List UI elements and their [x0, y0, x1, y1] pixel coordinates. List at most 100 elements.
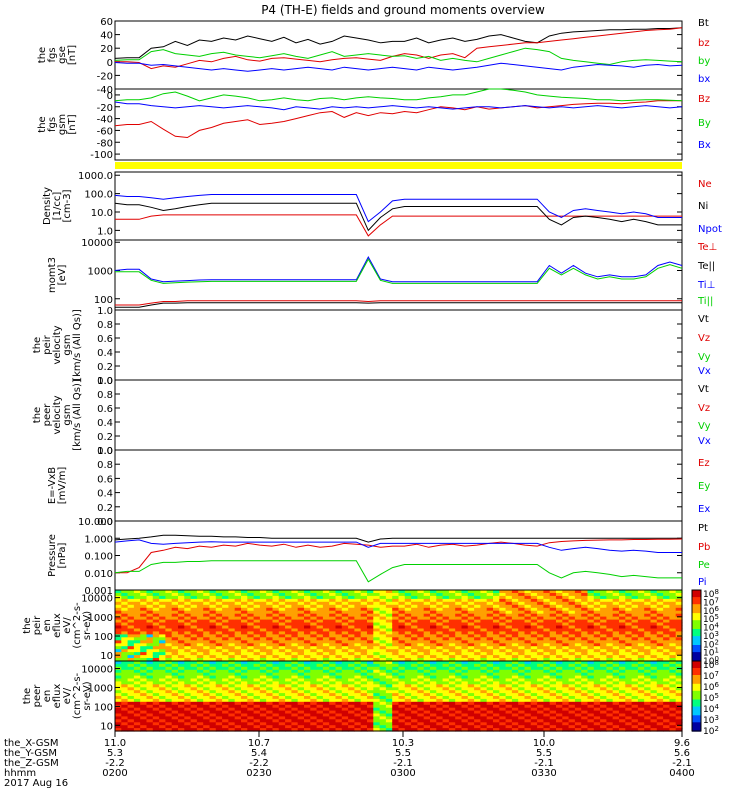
ytick-label: 1.0 [97, 226, 113, 237]
ytick-label: 10 [100, 721, 113, 732]
xrow-value: -2.1 [672, 758, 692, 769]
ytick-label: 1.0 [97, 376, 113, 387]
legend-Vt: Vt [698, 314, 709, 325]
legend-Ni: Ni [698, 201, 708, 212]
ylabel: [nT] [67, 45, 78, 65]
legend-Ne: Ne [698, 179, 712, 190]
ytick-label: 1.0 [97, 306, 113, 317]
ytick-label: 100 [94, 632, 113, 643]
legend-Ey: Ey [698, 481, 710, 492]
ytick-label: 100 [94, 702, 113, 713]
ylabel: sr-eV) [82, 611, 93, 640]
xrow-value: 0230 [246, 768, 271, 779]
ylabel: eflux [52, 684, 63, 709]
legend-Pi: Pi [698, 577, 707, 588]
ylabel: (cm^2-s- [72, 602, 83, 649]
ylabel: gsm [62, 334, 73, 355]
xrow-value: 5.4 [251, 748, 267, 759]
ytick-label: 0 [107, 91, 113, 102]
ytick-label: 10.0 [91, 208, 113, 219]
ylabel: peer [42, 403, 53, 427]
date-label: 2017 Aug 16 [4, 778, 68, 789]
ytick-label: 10000 [81, 594, 113, 605]
ylabel: peir [32, 615, 43, 635]
xrow-value: 5.5 [395, 748, 411, 759]
panel-e_field: 1.0 0.8 0.6 0.4 0.2 0.0 E=-VxB [mV/m] Ez Ey Ex [47, 446, 710, 528]
ytick-label: 100 [94, 295, 113, 306]
ytick-label: 0.2 [97, 503, 113, 514]
ylabel: en [42, 619, 53, 632]
series-line-Bx [114, 101, 683, 111]
ytick-label: -60 [97, 126, 113, 137]
legend-Vy: Vy [698, 421, 711, 432]
ytick-label: 1000 [88, 683, 113, 694]
legend-by: by [698, 56, 710, 67]
panel-density: 1000.0 100.0 10.0 1.0 Density [1/cc] [cm-3] Ne N… [42, 171, 722, 241]
ylabel: [1/cc] [52, 192, 63, 221]
ytick-label: 40 [100, 31, 113, 42]
xrow-value: 0200 [102, 768, 127, 779]
xrow-value: 5.3 [107, 748, 123, 759]
legend-Vt: Vt [698, 384, 709, 395]
series-line-Bt [114, 27, 683, 59]
legend-Vx: Vx [698, 366, 711, 377]
ylabel: eV/ [62, 687, 73, 704]
series-line-Te|| [115, 302, 682, 308]
xrow-value: 11.0 [104, 738, 126, 749]
ylabel: velocity [52, 325, 63, 364]
legend-bz: bz [698, 38, 710, 49]
ytick-label: -20 [97, 103, 113, 114]
ylabel: [eV] [57, 265, 68, 286]
ytick-label: 10000 [81, 665, 113, 676]
ylabel: fgs [47, 47, 58, 62]
ylabel: Density [42, 187, 53, 225]
series-line-by [114, 47, 683, 66]
xrow-label: the_X-GSM [4, 738, 58, 749]
ytick-label: 0.0 [97, 446, 113, 457]
panel-peer_velocity: 1.0 0.8 0.6 0.4 0.2 0.0 the peer velocity gsm [km/… [32, 376, 711, 457]
series-line-Ne [115, 214, 682, 237]
legend-Pb: Pb [698, 542, 710, 553]
ylabel: the [37, 116, 48, 132]
ytick-label: 1.0 [97, 446, 113, 457]
legend-Te||: Te|| [697, 261, 715, 272]
series-line-Pt [114, 534, 682, 543]
legend-Vx: Vx [698, 436, 711, 447]
ylabel: [cm-3] [62, 189, 73, 222]
ytick-label: 0.4 [97, 489, 113, 500]
panel-frame [114, 88, 683, 161]
ylabel: the [22, 688, 33, 704]
panel-pressure: 10.000 1.000 0.100 0.010 0.001 Pressure [nPa] P… [47, 517, 710, 597]
legend-Ex: Ex [698, 504, 710, 515]
ytick-label: 0.010 [84, 569, 113, 580]
legend-Vz: Vz [698, 333, 710, 344]
legend-Ti⊥: Ti⊥ [697, 280, 715, 291]
ytick-label: 0.001 [84, 586, 113, 597]
xrow-value: 0330 [531, 768, 556, 779]
ytick-label: 20 [100, 44, 113, 55]
ytick-label: 0.100 [84, 552, 113, 563]
legend-Ti||: Ti|| [697, 296, 713, 307]
ylabel: [km/s (All Qs)] [72, 379, 83, 451]
ylabel: peir [42, 334, 53, 354]
series-line-Te⊥ [115, 300, 682, 306]
ytick-label: 0.8 [97, 460, 113, 471]
ylabel: the [37, 47, 48, 63]
panel-frame [114, 239, 683, 311]
ytick-label: 100.0 [84, 190, 113, 201]
ytick-label: 0.4 [97, 418, 113, 429]
legend-Pe: Pe [698, 560, 710, 571]
xrow-label: hhmm [4, 768, 36, 779]
legend-Ez: Ez [698, 458, 710, 469]
ytick-label: 0.0 [97, 517, 113, 528]
ytick-label: 0.4 [97, 348, 113, 359]
series-line-Pe [114, 560, 682, 583]
ylabel: gsm [62, 404, 73, 425]
xrow-label: the_Z-GSM [4, 758, 59, 769]
panel-frame [114, 660, 683, 732]
